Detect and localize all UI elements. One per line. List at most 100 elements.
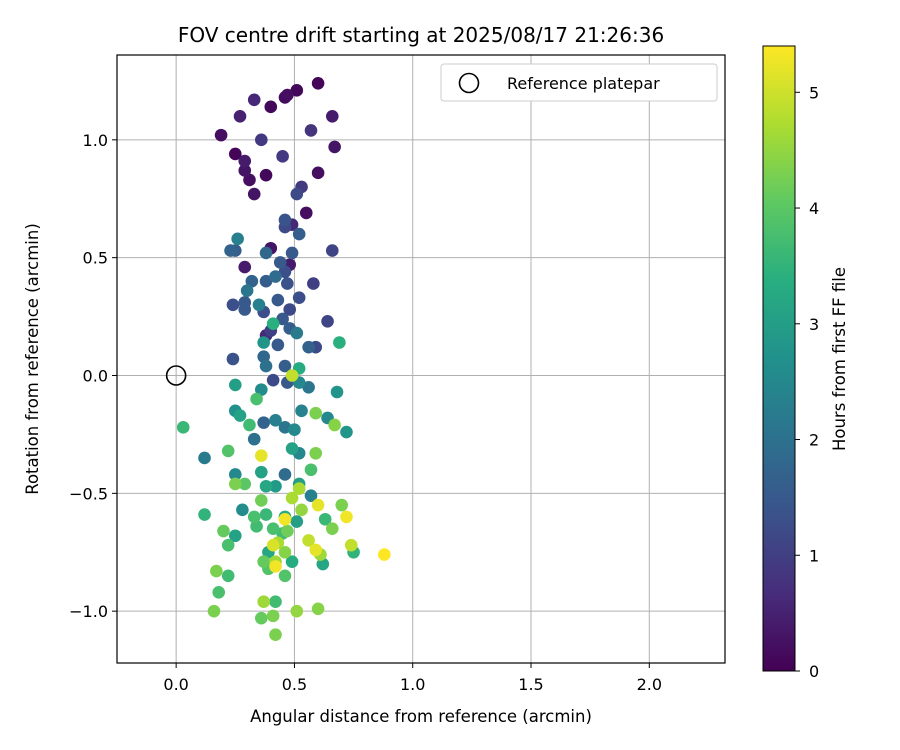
data-point — [259, 274, 273, 288]
data-point — [226, 298, 240, 312]
data-point — [236, 503, 249, 517]
colorbar-gradient — [762, 45, 796, 672]
data-point — [243, 173, 256, 187]
data-point — [292, 227, 306, 241]
data-point — [176, 421, 190, 434]
data-point — [245, 274, 259, 288]
legend-reference-marker — [458, 72, 480, 94]
x-tick-label: 0.5 — [282, 675, 307, 694]
y-tick-label: 0.0 — [83, 366, 108, 385]
data-point — [325, 244, 339, 257]
data-point — [273, 256, 287, 269]
data-point — [316, 557, 330, 571]
colorbar-tick-label: 0 — [809, 662, 819, 681]
data-point — [214, 128, 228, 142]
data-point — [330, 385, 344, 399]
grid-lines — [117, 55, 725, 663]
data-point — [266, 609, 280, 623]
data-point — [292, 482, 306, 495]
data-point — [309, 446, 323, 460]
data-point — [238, 154, 252, 168]
data-point — [290, 187, 304, 201]
data-point — [247, 432, 261, 446]
data-point — [278, 421, 292, 434]
data-point — [198, 451, 211, 465]
data-point — [257, 416, 270, 429]
data-point — [285, 442, 299, 455]
data-point — [271, 293, 285, 307]
data-point — [259, 246, 273, 260]
data-point — [266, 317, 280, 330]
data-point — [309, 543, 323, 557]
colorbar-tick-label: 2 — [809, 431, 819, 450]
data-point — [276, 312, 289, 326]
x-tick-label: 1.5 — [518, 675, 543, 694]
data-point — [309, 406, 323, 420]
data-point — [255, 611, 268, 625]
data-point — [266, 373, 280, 387]
y-axis-label: Rotation from reference (arcmin) — [23, 223, 42, 495]
data-point — [255, 465, 268, 479]
data-point — [292, 291, 306, 305]
data-point — [247, 187, 261, 201]
data-point — [328, 140, 341, 154]
data-point — [269, 595, 282, 609]
colorbar-tick-label: 1 — [809, 546, 819, 565]
data-point — [238, 260, 252, 274]
data-point — [328, 418, 341, 432]
data-point — [259, 359, 273, 373]
reference-platepar-marker — [165, 365, 187, 386]
data-point — [290, 604, 304, 618]
data-point — [243, 418, 256, 432]
data-point — [285, 491, 299, 505]
data-point — [318, 512, 332, 526]
data-point — [285, 369, 299, 382]
data-point — [238, 303, 252, 316]
data-point — [340, 425, 353, 439]
data-point — [283, 303, 297, 316]
data-point — [304, 124, 318, 137]
x-tick-label: 1.0 — [400, 675, 425, 694]
plot-frame — [116, 54, 726, 664]
data-point — [288, 423, 301, 436]
data-point — [231, 232, 244, 246]
data-point — [233, 109, 247, 123]
data-point — [210, 564, 223, 578]
data-point — [269, 413, 282, 427]
data-point — [255, 494, 268, 507]
data-point — [226, 352, 240, 366]
data-point — [295, 404, 308, 418]
data-point — [269, 628, 282, 642]
data-point — [221, 538, 235, 552]
data-point — [221, 569, 235, 583]
data-point — [311, 166, 325, 180]
data-point — [278, 545, 292, 559]
data-point — [325, 522, 339, 535]
data-point — [295, 503, 308, 517]
data-point — [224, 244, 237, 257]
data-point — [207, 604, 221, 618]
data-point — [378, 548, 391, 561]
data-point — [278, 569, 292, 583]
y-tick-label: 1.0 — [83, 131, 108, 150]
x-axis-ticks: 0.0 0.5 1.0 1.5 2.0 — [163, 663, 662, 694]
data-point — [321, 314, 334, 328]
legend-reference-label: Reference platepar — [507, 74, 660, 93]
data-point — [299, 206, 313, 220]
data-point — [311, 498, 325, 512]
data-point — [311, 76, 325, 90]
data-point — [247, 510, 261, 524]
chart-title: FOV centre drift starting at 2025/08/17 … — [178, 23, 664, 47]
data-point — [340, 510, 353, 524]
data-point — [281, 88, 294, 102]
data-point — [333, 336, 346, 349]
data-point — [269, 479, 282, 493]
data-point — [302, 340, 315, 354]
legend: Reference platepar — [440, 63, 718, 102]
data-point — [252, 298, 266, 312]
data-point — [290, 515, 304, 528]
y-tick-label: −0.5 — [69, 484, 108, 503]
colorbar-tick-label: 5 — [809, 83, 819, 102]
data-point — [344, 538, 358, 552]
